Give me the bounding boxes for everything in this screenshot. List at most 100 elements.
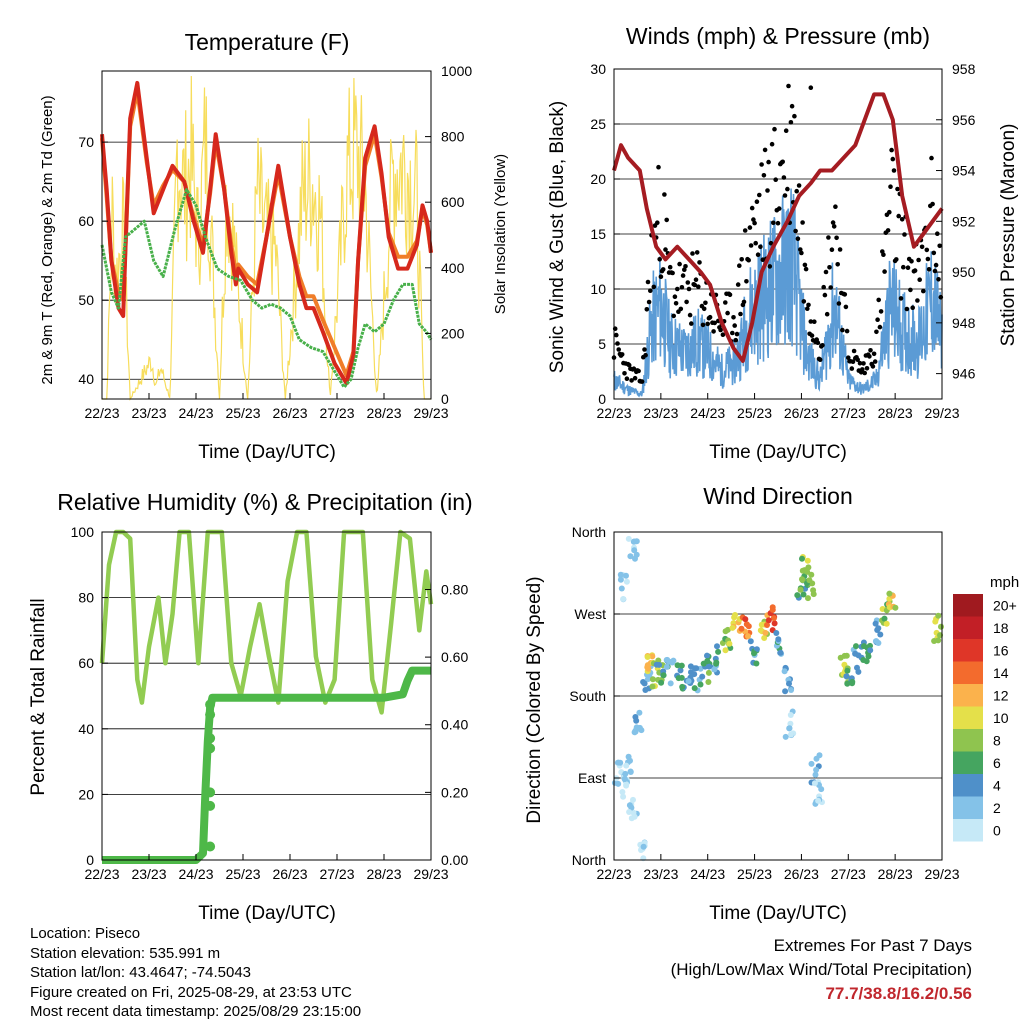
winds-axes: 0 5 10 15 20 25 30 946 948 950 952 954 956 958 22/23 23… <box>590 61 975 421</box>
gust-point <box>718 327 723 333</box>
direction-point <box>773 630 780 636</box>
colorbar-label: 12 <box>993 687 1009 703</box>
direction-point <box>853 643 859 650</box>
gust-point <box>924 247 930 253</box>
gust-point <box>905 265 911 271</box>
gust-point <box>626 362 632 368</box>
gust-point <box>746 257 751 263</box>
direction-point <box>799 577 806 584</box>
gust-point <box>803 266 809 272</box>
colorbar-swatch <box>953 819 983 842</box>
temp-ytick-label: 60 <box>78 213 94 229</box>
direction-point <box>675 675 682 682</box>
colorbar-swatch <box>953 774 983 797</box>
gust-point <box>910 305 915 311</box>
gust-point <box>875 317 880 323</box>
gust-point <box>801 299 807 304</box>
gust-point <box>783 128 789 133</box>
wind-xtick-label: 29/23 <box>924 405 959 421</box>
gust-point <box>752 220 757 226</box>
gust-point <box>642 347 647 352</box>
gust-point <box>670 270 675 276</box>
gust-point <box>730 330 735 336</box>
gust-point <box>754 199 760 204</box>
gust-point <box>789 103 795 109</box>
rh-ytick-label: 0 <box>86 852 94 868</box>
colorbar-swatch <box>953 594 983 617</box>
gust-point <box>857 360 863 366</box>
direction-point <box>685 678 692 685</box>
gust-point <box>731 315 736 320</box>
humidity-plot-frame <box>101 531 432 861</box>
gust-point <box>909 259 914 264</box>
direction-point <box>679 683 686 690</box>
gust-point <box>833 204 838 209</box>
gust-point <box>895 186 900 192</box>
temp-y2tick-label: 400 <box>441 260 465 276</box>
gust-point <box>795 236 801 242</box>
gust-point <box>646 299 652 305</box>
gust-point <box>761 173 767 178</box>
direction-point <box>892 604 899 611</box>
gust-point <box>899 217 905 222</box>
rh-xtick-label: 28/23 <box>366 866 401 882</box>
extremes-title: Extremes For Past 7 Days <box>773 936 972 955</box>
direction-point <box>619 789 626 795</box>
rh-xtick-label: 24/23 <box>178 866 213 882</box>
direction-point <box>757 627 764 634</box>
direction-point <box>855 652 862 659</box>
gust-point <box>622 371 627 376</box>
direction-point <box>631 547 638 554</box>
direction-point <box>865 653 872 660</box>
gust-point <box>908 287 913 293</box>
rainfall-point <box>205 733 216 744</box>
temp-xtick-label: 25/23 <box>225 405 260 421</box>
direction-point <box>765 617 772 624</box>
direction-point <box>769 604 776 611</box>
direction-point <box>706 663 713 670</box>
gust-point <box>685 280 691 285</box>
direction-point <box>854 664 860 671</box>
direction-point <box>787 712 794 718</box>
wind-xtick-label: 25/23 <box>737 405 772 421</box>
direction-point <box>815 797 822 804</box>
gust-point <box>890 156 896 162</box>
humidity-panel: Relative Humidity (%) & Precipitation (i… <box>28 489 473 924</box>
dir-ytick-label: West <box>574 606 606 622</box>
direction-point <box>644 676 651 683</box>
gust-point <box>683 264 688 269</box>
dir-xtick-label: 23/23 <box>643 866 678 882</box>
wind-ytick-label: 25 <box>590 116 606 132</box>
gust-point <box>664 217 669 223</box>
direction-point <box>626 802 633 809</box>
gust-point <box>882 269 887 274</box>
humidity-xlabel: Time (Day/UTC) <box>198 903 336 924</box>
dir-xtick-label: 27/23 <box>831 866 866 882</box>
gust-point <box>840 327 845 333</box>
gust-point <box>930 201 935 207</box>
direction-point <box>617 576 624 583</box>
gust-point <box>658 274 664 280</box>
gust-point <box>723 300 728 305</box>
gust-point <box>757 192 762 198</box>
humidity-axes: 0 20 40 60 80 100 0.00 0.20 0.40 0.60 0.80 22/23 23/… <box>71 524 469 882</box>
direction-point <box>782 688 789 695</box>
gust-point <box>775 220 781 226</box>
direction-point <box>844 667 851 674</box>
temp-xtick-label: 26/23 <box>272 405 307 421</box>
gust-point <box>735 282 741 287</box>
gust-point <box>823 269 829 275</box>
gust-point <box>671 313 676 319</box>
direction-point <box>788 731 794 738</box>
gust-point <box>826 235 831 240</box>
direction-point <box>663 663 670 670</box>
direction-point <box>786 725 793 732</box>
gust-point <box>696 284 701 290</box>
gust-point <box>667 264 673 270</box>
gust-point <box>876 297 881 303</box>
gust-point <box>703 300 708 306</box>
gust-point <box>760 257 766 263</box>
gust-point <box>697 260 702 265</box>
colorbar-swatch <box>953 639 983 662</box>
